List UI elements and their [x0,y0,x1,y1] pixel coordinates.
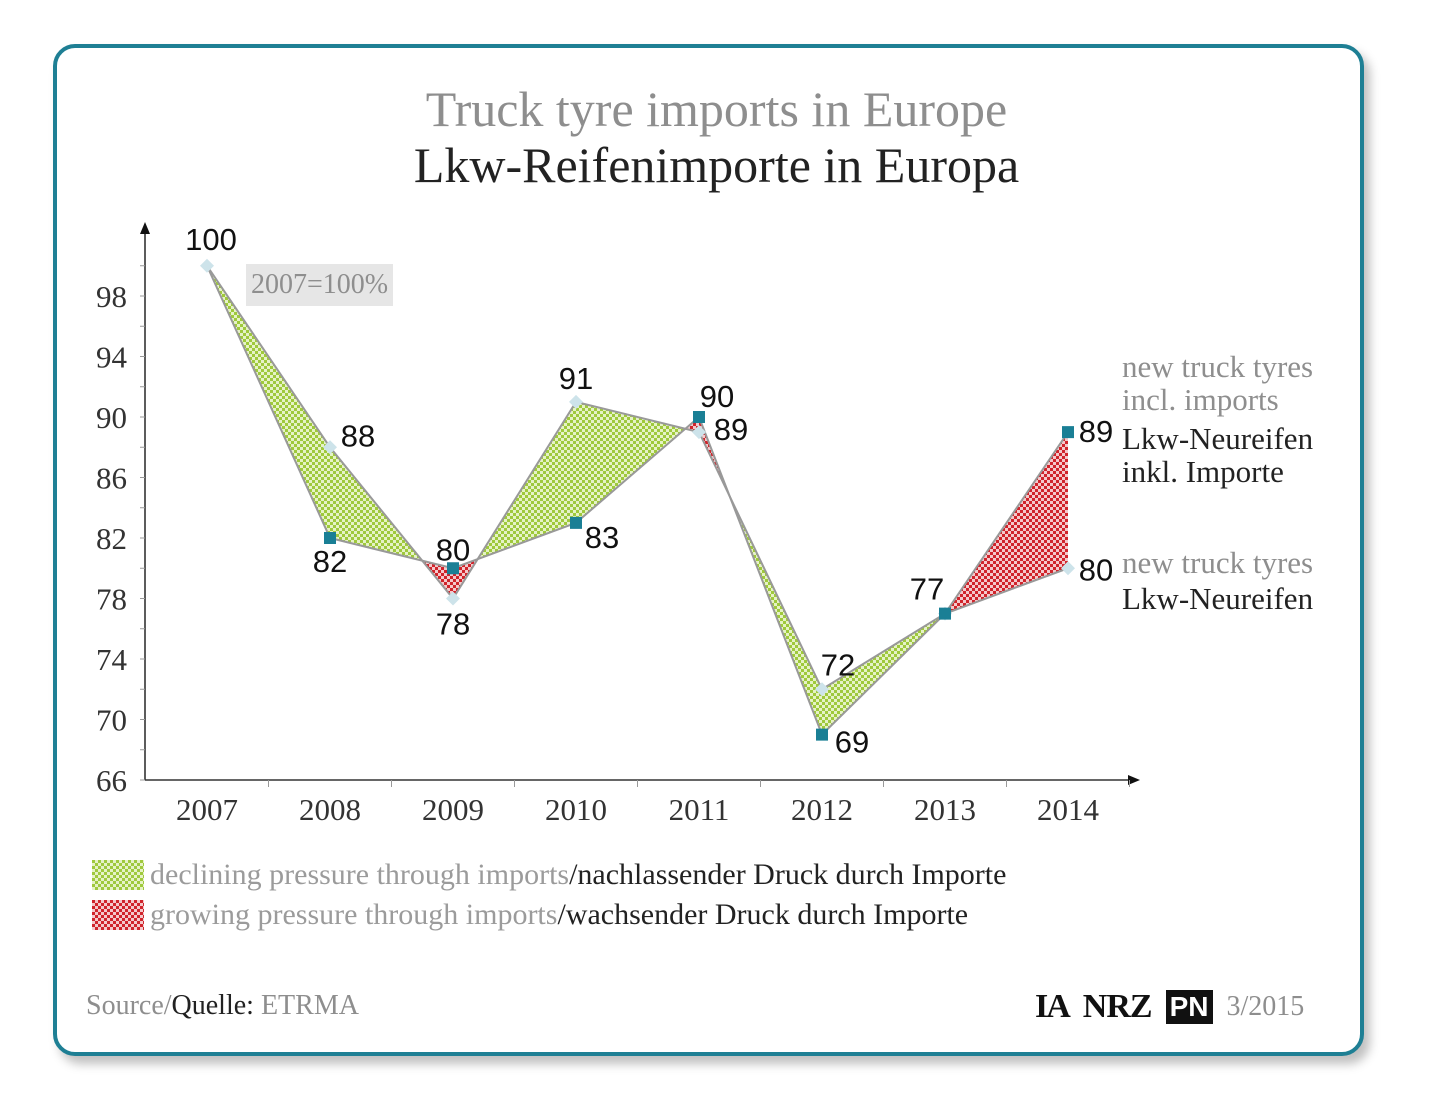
legend-growing-en: growing pressure through imports [150,898,558,931]
data-label-new: 91 [559,361,593,396]
square-marker [570,516,582,529]
legend-declining-en: declining pressure through imports [150,858,570,891]
diamond-marker [692,425,706,440]
source-label: Quelle: [171,990,254,1021]
series-line-incl-imports [206,265,1069,737]
y-axis-arrow [140,222,150,234]
diamond-marker [815,682,829,697]
square-marker [1062,426,1074,439]
y-tick-label: 66 [96,763,127,798]
series-label-new-de: Lkw-Neureifen [1122,581,1314,616]
x-tick-label: 2011 [669,792,730,827]
data-label-incl-imports: 69 [835,725,869,760]
y-tick-label: 98 [96,279,127,314]
legend-swatch-green [92,860,144,890]
x-tick-label: 2007 [176,792,238,827]
x-tick-label: 2014 [1037,792,1100,827]
source-value: ETRMA [260,990,359,1021]
y-tick-label: 70 [96,703,127,738]
diamond-marker [323,440,337,455]
x-tick-label: 2008 [299,792,361,827]
nrz-logo: NRZ [1082,988,1153,1025]
square-marker [939,607,951,620]
data-label-new: 88 [341,418,375,453]
legend-item-declining: declining pressure through imports /nach… [92,858,1007,891]
diamond-marker [1061,561,1075,576]
data-label-new: 80 [1079,552,1113,587]
x-tick-label: 2010 [545,792,607,827]
ia-logo: IA [1035,988,1071,1025]
series-label-incl-imports: new truck tyres incl. imports Lkw-Neurei… [1122,350,1352,488]
legend-swatch-red [92,900,144,930]
x-axis-arrow [1128,775,1140,785]
pn-logo: PN [1165,990,1213,1024]
x-tick-label: 2013 [914,792,976,827]
square-marker [816,728,828,741]
publisher-logos: IA NRZ PN 3/2015 [1035,988,1304,1026]
data-label-incl-imports: 90 [700,379,734,414]
series-line-new [206,265,1069,691]
chart-title-en: Truck tyre imports in Europe [425,81,1008,137]
chart-card [53,44,1364,1056]
x-tick-label: 2009 [422,792,484,827]
y-tick-label: 78 [96,582,127,617]
legend-declining-de: /nachlassender Druck durch Importe [569,858,1007,891]
y-tick-label: 86 [96,461,127,496]
declining-pressure-area [576,401,686,523]
base-year-note: 2007=100% [246,264,394,306]
y-tick-label: 90 [96,400,127,435]
square-marker [447,562,459,575]
legend-item-growing: growing pressure through imports /wachse… [92,898,969,931]
series-label-new-en: new truck tyres [1122,545,1314,580]
y-tick-label: 82 [96,521,127,556]
legend-growing-de: /wachsender Druck durch Importe [557,898,969,931]
diamond-marker [569,394,583,409]
diamond-marker [446,591,460,606]
data-label-incl-imports: 83 [585,520,619,555]
issue-number: 3/2015 [1226,991,1305,1022]
square-marker [693,411,705,423]
data-label-new: 77 [910,572,944,607]
data-label-new: 100 [185,222,237,257]
y-tick-label: 74 [96,642,128,677]
data-label-incl-imports: 82 [313,544,347,579]
source-prefix: Source/ [86,990,172,1021]
data-label-incl-imports: 80 [436,532,470,567]
chart-title-de: Lkw-Reifenimporte in Europa [413,137,1020,193]
series-label-incl-imports-de: Lkw-Neureifen inkl. Importe [1122,421,1314,489]
series-label-incl-imports-en: new truck tyres incl. imports [1122,349,1314,417]
data-label-new: 72 [821,647,855,682]
source-line: Source/Quelle: ETRMA [86,990,359,1022]
series-label-new: new truck tyres Lkw-Neureifen [1122,546,1313,615]
diamond-marker [200,258,214,273]
square-marker [324,532,336,544]
data-label-incl-imports: 89 [1079,414,1113,449]
x-tick-label: 2012 [791,792,853,827]
data-label-new: 89 [714,412,748,447]
data-label-new: 78 [436,607,470,642]
y-tick-label: 94 [96,340,128,375]
